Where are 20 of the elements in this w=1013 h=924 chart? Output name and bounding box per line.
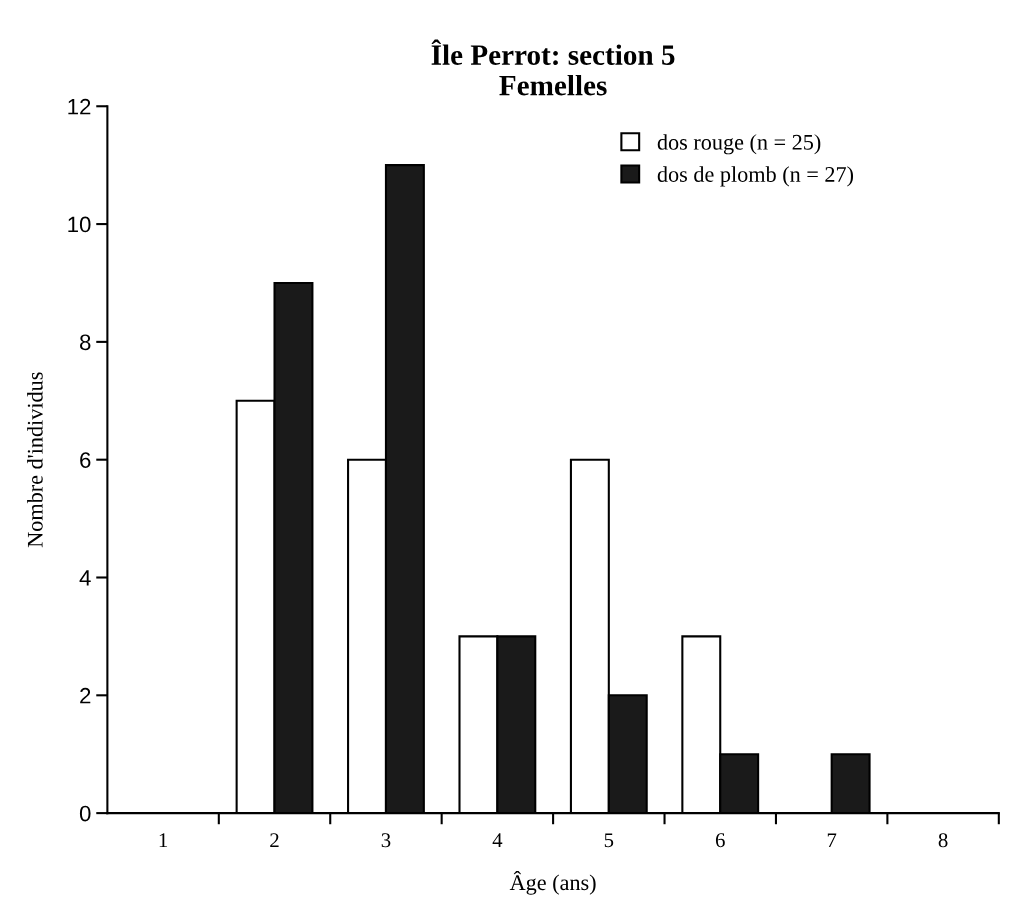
y-tick-label: 2	[80, 687, 91, 704]
y-tick-label: 0	[79, 805, 91, 822]
x-tick-label: 5	[604, 833, 614, 848]
x-tick-label: 7	[827, 833, 837, 848]
legend-label: dos de plomb (n = 27)	[657, 166, 854, 187]
y-tick-label: 12	[68, 98, 91, 115]
x-tick-label: 3	[381, 833, 391, 848]
y-tick-label: 4	[79, 570, 91, 586]
legend-label: dos rouge (n = 25)	[657, 134, 821, 155]
x-tick-label: 1	[159, 833, 168, 848]
y-tick-label: 10	[68, 216, 91, 233]
x-axis-title: Âge (ans)	[509, 870, 596, 895]
y-tick-label: 6	[80, 452, 91, 468]
y-axis-title: Nombre d'individus	[27, 372, 43, 548]
x-tick-label: 2	[270, 833, 279, 848]
y-tick-label: 8	[80, 334, 91, 351]
chart-title: Île Perrot: section 5 Femelles	[431, 39, 675, 96]
x-tick-label: 4	[492, 833, 503, 848]
x-tick-label: 6	[715, 833, 725, 848]
x-tick-label: 8	[938, 833, 948, 848]
